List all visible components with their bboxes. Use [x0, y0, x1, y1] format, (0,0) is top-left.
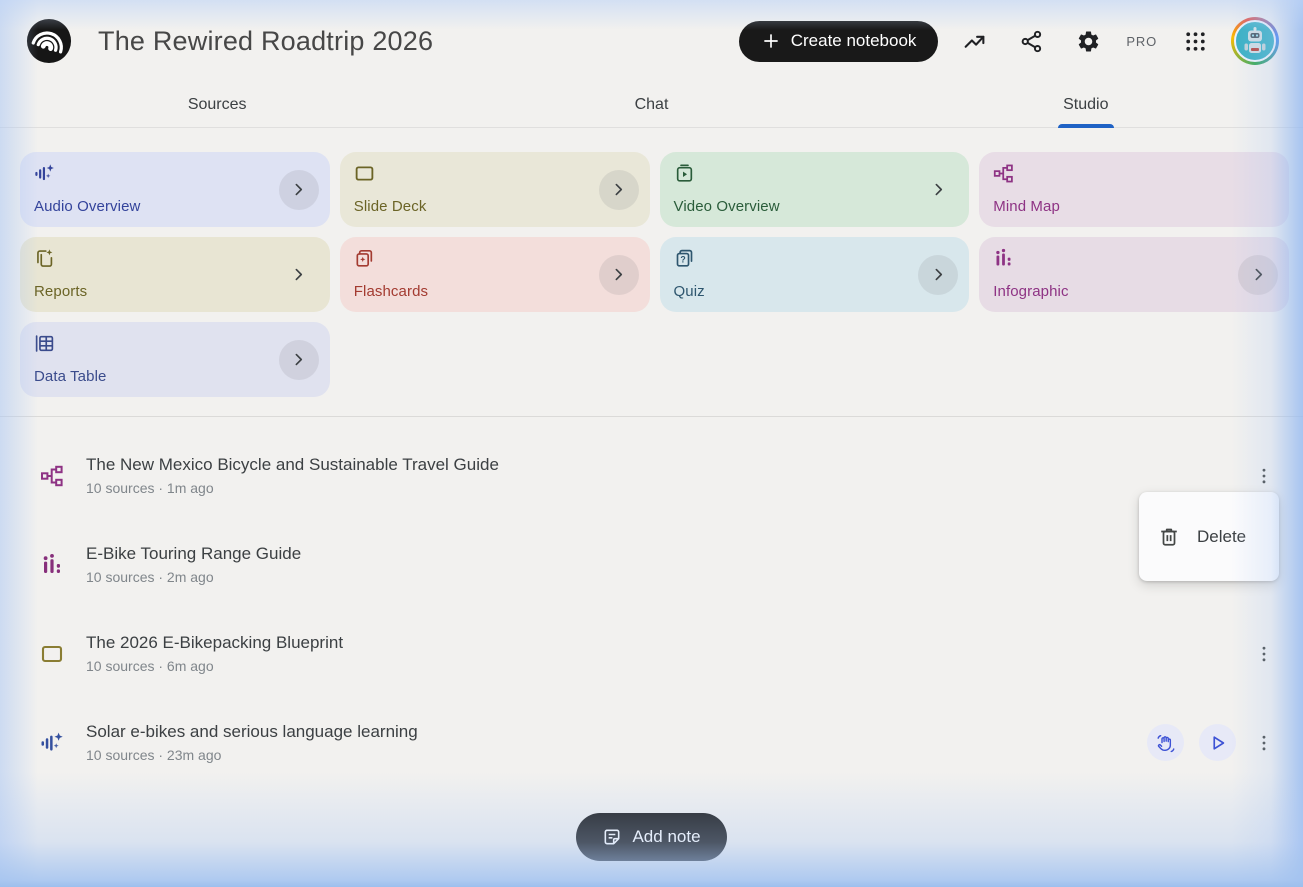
- apps-menu-button[interactable]: [1174, 20, 1216, 62]
- chevron-right-icon[interactable]: [279, 255, 319, 295]
- artifact-meta: 10 sources · 1m ago: [86, 480, 214, 496]
- avatar-robot-image: [1234, 20, 1276, 62]
- more-options-button[interactable]: [1251, 726, 1277, 760]
- trending-up-icon: [962, 29, 987, 54]
- pro-badge: PRO: [1126, 33, 1157, 49]
- artifact-meta: 10 sources · 6m ago: [86, 658, 214, 674]
- artifact-title: Solar e-bikes and serious language learn…: [86, 722, 418, 741]
- share-button[interactable]: [1010, 20, 1052, 62]
- studio-card-label: Reports: [34, 283, 88, 300]
- data-table-icon: [34, 333, 55, 354]
- studio-card-label: Video Overview: [673, 198, 780, 215]
- studio-card-mind-map[interactable]: Mind Map: [979, 152, 1289, 227]
- add-note-button[interactable]: Add note: [576, 813, 727, 861]
- share-icon: [1019, 29, 1044, 54]
- play-icon: [1208, 733, 1228, 753]
- chevron-right-icon[interactable]: [278, 339, 319, 380]
- wave-hand-icon: [1156, 733, 1176, 753]
- more-options-button[interactable]: [1251, 459, 1277, 493]
- studio-card-quiz[interactable]: ? Quiz: [659, 237, 970, 312]
- artifact-row[interactable]: The New Mexico Bicycle and Sustainable T…: [24, 431, 1279, 520]
- tab-label: Studio: [1063, 95, 1109, 113]
- studio-card-flashcards[interactable]: Flashcards: [339, 237, 650, 312]
- notebooklm-logo: [26, 18, 72, 64]
- settings-button[interactable]: [1067, 20, 1109, 62]
- tab-studio[interactable]: Studio: [869, 82, 1303, 127]
- studio-card-infographic[interactable]: Infographic: [979, 237, 1289, 312]
- app-header: The Rewired Roadtrip 2026 Create noteboo…: [0, 0, 1303, 82]
- artifact-row[interactable]: The 2026 E-Bikepacking Blueprint 10 sourc…: [24, 609, 1279, 698]
- artifact-meta: 10 sources · 23m ago: [86, 747, 222, 763]
- context-menu: Delete: [1139, 492, 1279, 581]
- chevron-right-icon[interactable]: [1238, 254, 1278, 295]
- studio-card-data-table[interactable]: Data Table: [20, 322, 330, 397]
- artifact-row[interactable]: Solar e-bikes and serious language learn…: [24, 698, 1279, 787]
- infographic-icon: [993, 248, 1014, 269]
- chevron-right-icon[interactable]: [918, 170, 958, 210]
- svg-text:?: ?: [680, 254, 685, 264]
- more-options-button[interactable]: [1251, 637, 1277, 671]
- artifact-meta: 10 sources · 2m ago: [86, 569, 214, 585]
- artifact-title: The 2026 E-Bikepacking Blueprint: [86, 633, 344, 652]
- reports-icon: [34, 248, 55, 269]
- create-notebook-button[interactable]: Create notebook: [738, 20, 939, 62]
- studio-card-video-overview[interactable]: Video Overview: [659, 152, 970, 227]
- artifact-title: The New Mexico Bicycle and Sustainable T…: [86, 455, 499, 474]
- tab-label: Sources: [187, 95, 247, 113]
- infographic-icon: [40, 553, 64, 577]
- artifact-row[interactable]: E-Bike Touring Range Guide 10 sources · 2…: [24, 520, 1279, 609]
- plus-icon: [761, 31, 781, 51]
- page-title: The Rewired Roadtrip 2026: [98, 25, 434, 56]
- account-avatar[interactable]: [1231, 17, 1279, 65]
- studio-card-reports[interactable]: Reports: [20, 237, 330, 312]
- analytics-button[interactable]: [953, 20, 995, 62]
- interactive-mode-button[interactable]: [1147, 724, 1184, 761]
- studio-card-label: Quiz: [673, 283, 705, 300]
- play-button[interactable]: [1199, 724, 1236, 761]
- panel-tabbar: Sources Chat Studio: [0, 82, 1303, 128]
- artifact-list: The New Mexico Bicycle and Sustainable T…: [0, 417, 1303, 787]
- audio-overview-icon: [34, 163, 55, 184]
- apps-grid-icon: [1183, 29, 1208, 54]
- mind-map-icon: [993, 163, 1014, 184]
- studio-card-label: Audio Overview: [34, 198, 141, 215]
- tab-chat[interactable]: Chat: [434, 82, 868, 127]
- mind-map-icon: [40, 464, 64, 488]
- more-vertical-icon: [1254, 733, 1274, 753]
- flashcards-icon: [354, 248, 375, 269]
- studio-card-label: Slide Deck: [353, 198, 427, 215]
- studio-card-label: Flashcards: [353, 283, 429, 300]
- studio-card-label: Infographic: [993, 283, 1069, 300]
- artifact-title: E-Bike Touring Range Guide: [86, 544, 302, 563]
- slide-deck-icon: [40, 642, 64, 666]
- chevron-right-icon[interactable]: [918, 254, 959, 295]
- studio-cards-grid: Audio Overview Slide Deck Video Overview Mi…: [20, 152, 1289, 397]
- gear-icon: [1076, 29, 1101, 54]
- studio-card-audio-overview[interactable]: Audio Overview: [20, 152, 330, 227]
- studio-card-slide-deck[interactable]: Slide Deck: [339, 152, 650, 227]
- studio-card-label: Mind Map: [993, 198, 1060, 215]
- delete-menu-item[interactable]: Delete: [1139, 492, 1279, 581]
- trash-icon: [1158, 526, 1180, 548]
- audio-overview-icon: [40, 731, 64, 755]
- chevron-right-icon[interactable]: [278, 169, 319, 210]
- tab-label: Chat: [634, 95, 669, 113]
- studio-card-label: Data Table: [34, 368, 107, 385]
- slide-deck-icon: [354, 163, 375, 184]
- more-vertical-icon: [1254, 466, 1274, 486]
- tab-sources[interactable]: Sources: [0, 82, 434, 127]
- chevron-right-icon[interactable]: [598, 254, 639, 295]
- chevron-right-icon[interactable]: [598, 169, 639, 210]
- quiz-icon: ?: [674, 248, 695, 269]
- more-vertical-icon: [1254, 644, 1274, 664]
- note-icon: [602, 827, 622, 847]
- video-overview-icon: [674, 163, 695, 184]
